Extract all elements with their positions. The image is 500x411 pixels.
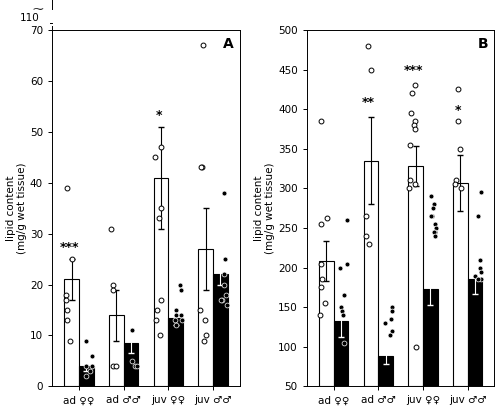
- Bar: [364, 161, 378, 386]
- Bar: [154, 178, 168, 386]
- Bar: [109, 315, 124, 386]
- Text: ~: ~: [32, 3, 44, 17]
- Bar: [124, 343, 138, 386]
- Bar: [408, 166, 423, 386]
- Text: ***: ***: [60, 241, 79, 254]
- Text: B: B: [478, 37, 489, 51]
- Bar: [319, 261, 334, 386]
- Bar: [453, 183, 468, 386]
- Bar: [168, 318, 183, 386]
- Text: **: **: [362, 96, 375, 109]
- Bar: [64, 279, 79, 386]
- Bar: [468, 279, 482, 386]
- Y-axis label: lipid content
(mg/g wet tissue): lipid content (mg/g wet tissue): [6, 162, 27, 254]
- Y-axis label: lipid content
(mg/g wet tissue): lipid content (mg/g wet tissue): [254, 162, 275, 254]
- Bar: [79, 366, 94, 386]
- Text: ***: ***: [404, 65, 423, 78]
- Bar: [423, 289, 438, 386]
- Bar: [198, 249, 213, 386]
- Text: *: *: [455, 104, 462, 117]
- Bar: [213, 275, 228, 386]
- Text: A: A: [224, 37, 234, 51]
- Text: *: *: [156, 109, 162, 122]
- Bar: [334, 321, 348, 386]
- Text: 110: 110: [20, 13, 40, 23]
- Bar: [378, 356, 393, 386]
